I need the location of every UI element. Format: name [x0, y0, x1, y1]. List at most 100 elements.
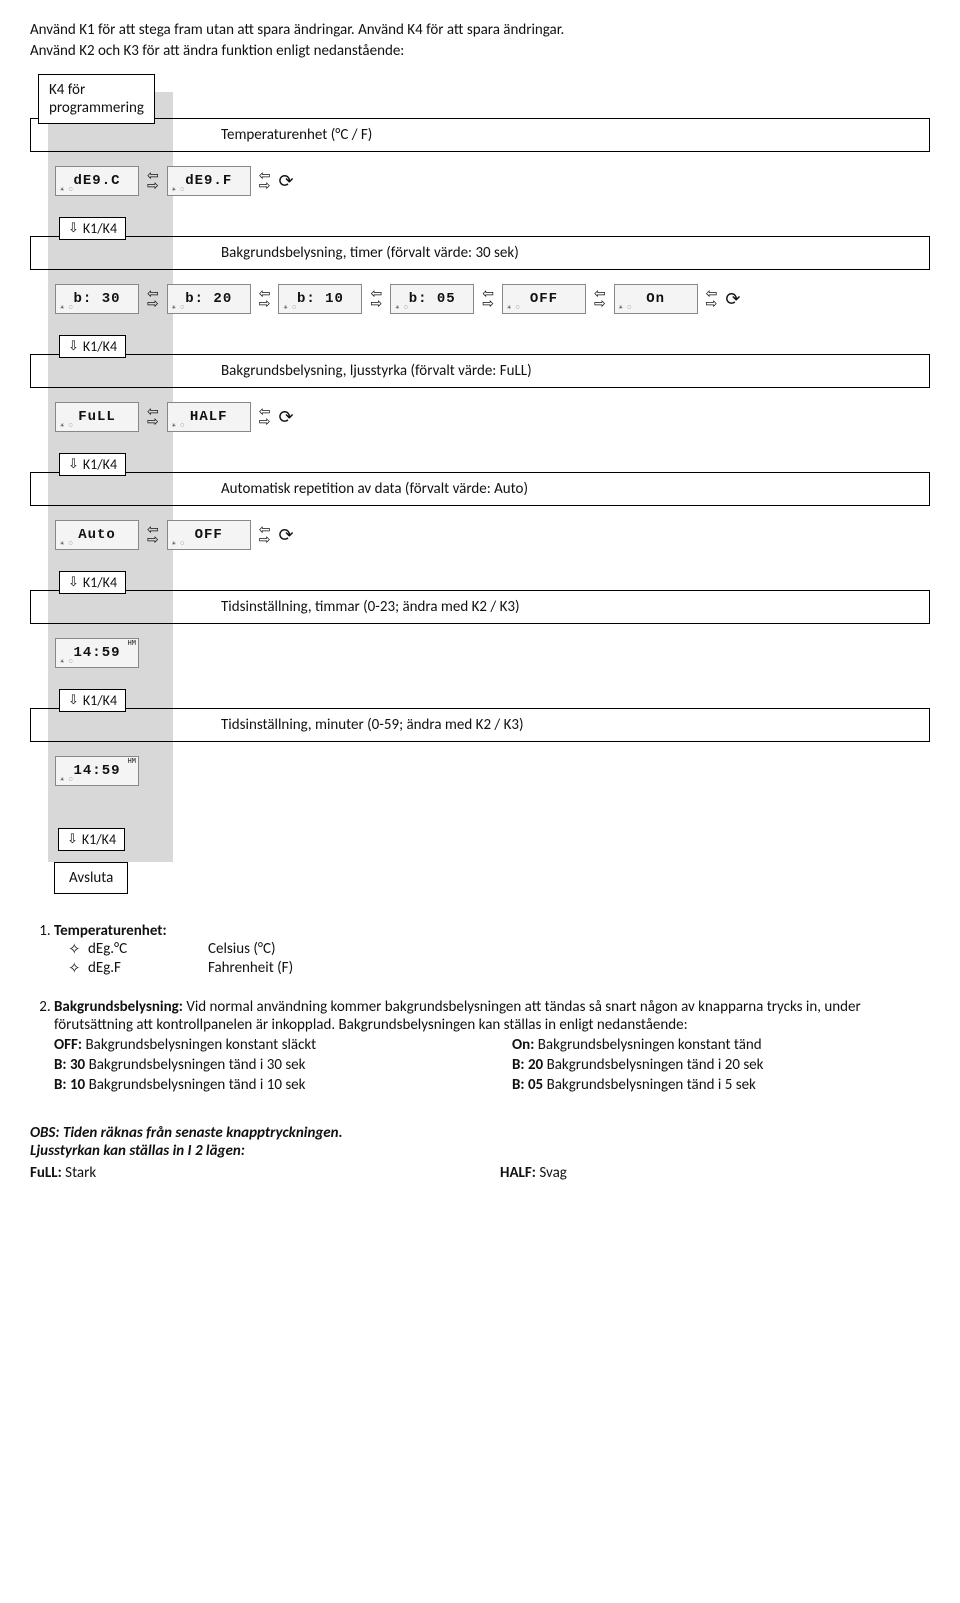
backlight-right-item: B: 20 Bakgrundsbelysningen tänd i 20 sek	[512, 1056, 930, 1074]
lcd-indicator-icons: ✳ ◌	[172, 421, 185, 430]
temp-unit-item: ✧dEg.°CCelsius (°C)	[68, 940, 930, 959]
explanation-sections: Temperaturenhet: ✧dEg.°CCelsius (°C)✧dEg…	[30, 922, 930, 1096]
opt-full: FuLL: Stark	[30, 1164, 460, 1182]
section-2: Bakgrundsbelysning: Vid normal användnin…	[54, 998, 930, 1096]
opt-half: HALF: Svag	[500, 1164, 930, 1182]
lcd-group: 14:59HM✳ ◌	[55, 756, 139, 786]
down-arrow-icon: ⇩	[68, 694, 79, 707]
step-description: Tidsinställning, minuter (0-59; ändra me…	[221, 716, 524, 734]
lcd-indicator-icons: ✳ ◌	[172, 303, 185, 312]
opt-key: On:	[512, 1036, 534, 1054]
backlight-left-item: B: 30 Bakgrundsbelysningen tänd i 30 sek	[54, 1056, 472, 1074]
opt-text: Bakgrundsbelysningen tänd i 30 sek	[89, 1056, 306, 1074]
temp-unit-item: ✧dEg.FFahrenheit (F)	[68, 959, 930, 978]
lcd-display: 14:59HM✳ ◌	[55, 638, 139, 668]
lcd-display: b: 05✳ ◌	[390, 284, 474, 314]
cycle-arrows-icon: ⇦⇨	[147, 525, 159, 545]
lcd-indicator-icons: ✳ ◌	[60, 775, 73, 784]
bullet-icon: ✧	[68, 959, 88, 978]
lcd-display: dE9.C✳ ◌	[55, 166, 139, 196]
down-arrow-icon: ⇩	[67, 833, 78, 846]
lcd-sub: HM	[128, 758, 136, 766]
step-label: ⇩ K1/K4	[59, 689, 126, 712]
section-2-title: Bakgrundsbelysning:	[54, 998, 183, 1016]
step-description: Tidsinställning, timmar (0-23; ändra med…	[221, 598, 520, 616]
cycle-arrows-icon: ⇦⇨	[147, 171, 159, 191]
down-arrow-icon: ⇩	[68, 576, 79, 589]
step-title-row: Automatisk repetition av data (förvalt v…	[30, 472, 930, 506]
final-label-text: K1/K4	[82, 831, 116, 848]
lcd-display: Auto✳ ◌	[55, 520, 139, 550]
step-description: Bakgrundsbelysning, timer (förvalt värde…	[221, 244, 519, 262]
step-lcd-row: b: 30✳ ◌ ⇦⇨ b: 20✳ ◌ ⇦⇨ b: 10✳ ◌ ⇦⇨ b: 05✳ ◌ ⇦⇨…	[30, 276, 930, 330]
full-key: FuLL:	[30, 1164, 62, 1182]
opt-key: B: 10	[54, 1076, 85, 1094]
opt-key: OFF:	[54, 1036, 82, 1054]
cycle-arrows-icon: ⇦⇨	[147, 407, 159, 427]
obs-section: OBS: Tiden räknas från senaste knapptryc…	[30, 1124, 930, 1182]
k4-line2: programmering	[49, 99, 144, 117]
down-arrow-icon: ⇩	[68, 340, 79, 353]
backlight-left-item: OFF: Bakgrundsbelysningen konstant släck…	[54, 1036, 472, 1054]
step-label: ⇩K1/K4	[59, 217, 126, 240]
loop-back-icon: ⟳	[278, 408, 293, 426]
intro-text: Använd K1 för att stega fram utan att sp…	[30, 20, 930, 62]
cycle-arrows-icon: ⇦⇨	[259, 171, 271, 191]
obs-line1: OBS: Tiden räknas från senaste knapptryc…	[30, 1124, 930, 1142]
section-1-title: Temperaturenhet:	[54, 922, 167, 940]
step-lcd-row: dE9.C✳ ◌⇦⇨dE9.F✳ ◌⇦⇨⟳	[30, 158, 930, 212]
lcd-display: On✳ ◌	[614, 284, 698, 314]
lcd-indicator-icons: ✳ ◌	[172, 185, 185, 194]
lcd-group: b: 30✳ ◌ ⇦⇨ b: 20✳ ◌ ⇦⇨ b: 10✳ ◌ ⇦⇨ b: 05✳ ◌ ⇦⇨…	[55, 284, 741, 314]
lcd-indicator-icons: ✳ ◌	[507, 303, 520, 312]
lcd-display: 14:59HM✳ ◌	[55, 756, 139, 786]
label-text: K1/K4	[83, 574, 117, 591]
half-val: Svag	[539, 1164, 567, 1182]
cycle-arrows-icon: ⇦⇨	[370, 289, 382, 309]
cycle-arrows-icon: ⇦⇨	[147, 289, 159, 309]
step-title-row: Bakgrundsbelysning, ljusstyrka (förvalt …	[30, 354, 930, 388]
label-text: K1/K4	[83, 692, 117, 709]
k4-line1: K4 för	[49, 81, 144, 99]
lcd-display: b: 10✳ ◌	[278, 284, 362, 314]
cycle-arrows-icon: ⇦⇨	[259, 289, 271, 309]
intro-line1: Använd K1 för att stega fram utan att sp…	[30, 21, 564, 39]
section-1: Temperaturenhet: ✧dEg.°CCelsius (°C)✧dEg…	[54, 922, 930, 978]
lcd-indicator-icons: ✳ ◌	[395, 303, 408, 312]
cycle-arrows-icon: ⇦⇨	[259, 525, 271, 545]
lcd-display: dE9.F✳ ◌	[167, 166, 251, 196]
step-lcd-row: Auto✳ ◌ ⇦⇨ OFF✳ ◌ ⇦⇨ ⟳	[30, 512, 930, 566]
lcd-display: b: 30✳ ◌	[55, 284, 139, 314]
item-value: Celsius (°C)	[208, 940, 276, 959]
backlight-right-item: B: 05 Bakgrundsbelysningen tänd i 5 sek	[512, 1076, 930, 1094]
opt-text: Bakgrundsbelysningen tänd i 5 sek	[547, 1076, 756, 1094]
lcd-group: Auto✳ ◌ ⇦⇨ OFF✳ ◌ ⇦⇨ ⟳	[55, 520, 294, 550]
step-label: ⇩ K1/K4	[59, 571, 126, 594]
step-description: Bakgrundsbelysning, ljusstyrka (förvalt …	[221, 362, 532, 380]
diagram: K4 för programmering Temperaturenhet (°C…	[30, 74, 930, 894]
intro-line2: Använd K2 och K3 för att ändra funktion …	[30, 42, 404, 60]
full-val: Stark	[65, 1164, 96, 1182]
label-text: K1/K4	[83, 338, 117, 355]
opt-text: Bakgrundsbelysningen konstant tänd	[538, 1036, 762, 1054]
backlight-left-item: B: 10 Bakgrundsbelysningen tänd i 10 sek	[54, 1076, 472, 1094]
backlight-options: OFF: Bakgrundsbelysningen konstant släck…	[54, 1036, 930, 1096]
step-lcd-row: 14:59HM✳ ◌	[30, 630, 930, 684]
k4-programming-box: K4 för programmering	[38, 74, 155, 124]
loop-back-icon: ⟳	[278, 526, 293, 544]
lcd-indicator-icons: ✳ ◌	[172, 539, 185, 548]
down-arrow-icon: ⇩	[68, 458, 79, 471]
step-title-row: Tidsinställning, timmar (0-23; ändra med…	[30, 590, 930, 624]
step-label: ⇩ K1/K4	[59, 335, 126, 358]
lcd-indicator-icons: ✳ ◌	[60, 539, 73, 548]
lcd-display: b: 20✳ ◌	[167, 284, 251, 314]
lcd-display: OFF✳ ◌	[167, 520, 251, 550]
step-lcd-row: 14:59HM✳ ◌	[30, 748, 930, 802]
lcd-display: FuLL✳ ◌	[55, 402, 139, 432]
cycle-arrows-icon: ⇦⇨	[482, 289, 494, 309]
avsluta-text: Avsluta	[69, 869, 113, 887]
obs-line2: Ljusstyrkan kan ställas in I 2 lägen:	[30, 1142, 930, 1160]
avsluta-box: Avsluta	[54, 862, 128, 894]
lcd-indicator-icons: ✳ ◌	[60, 185, 73, 194]
step-label: ⇩K1/K4	[59, 453, 126, 476]
